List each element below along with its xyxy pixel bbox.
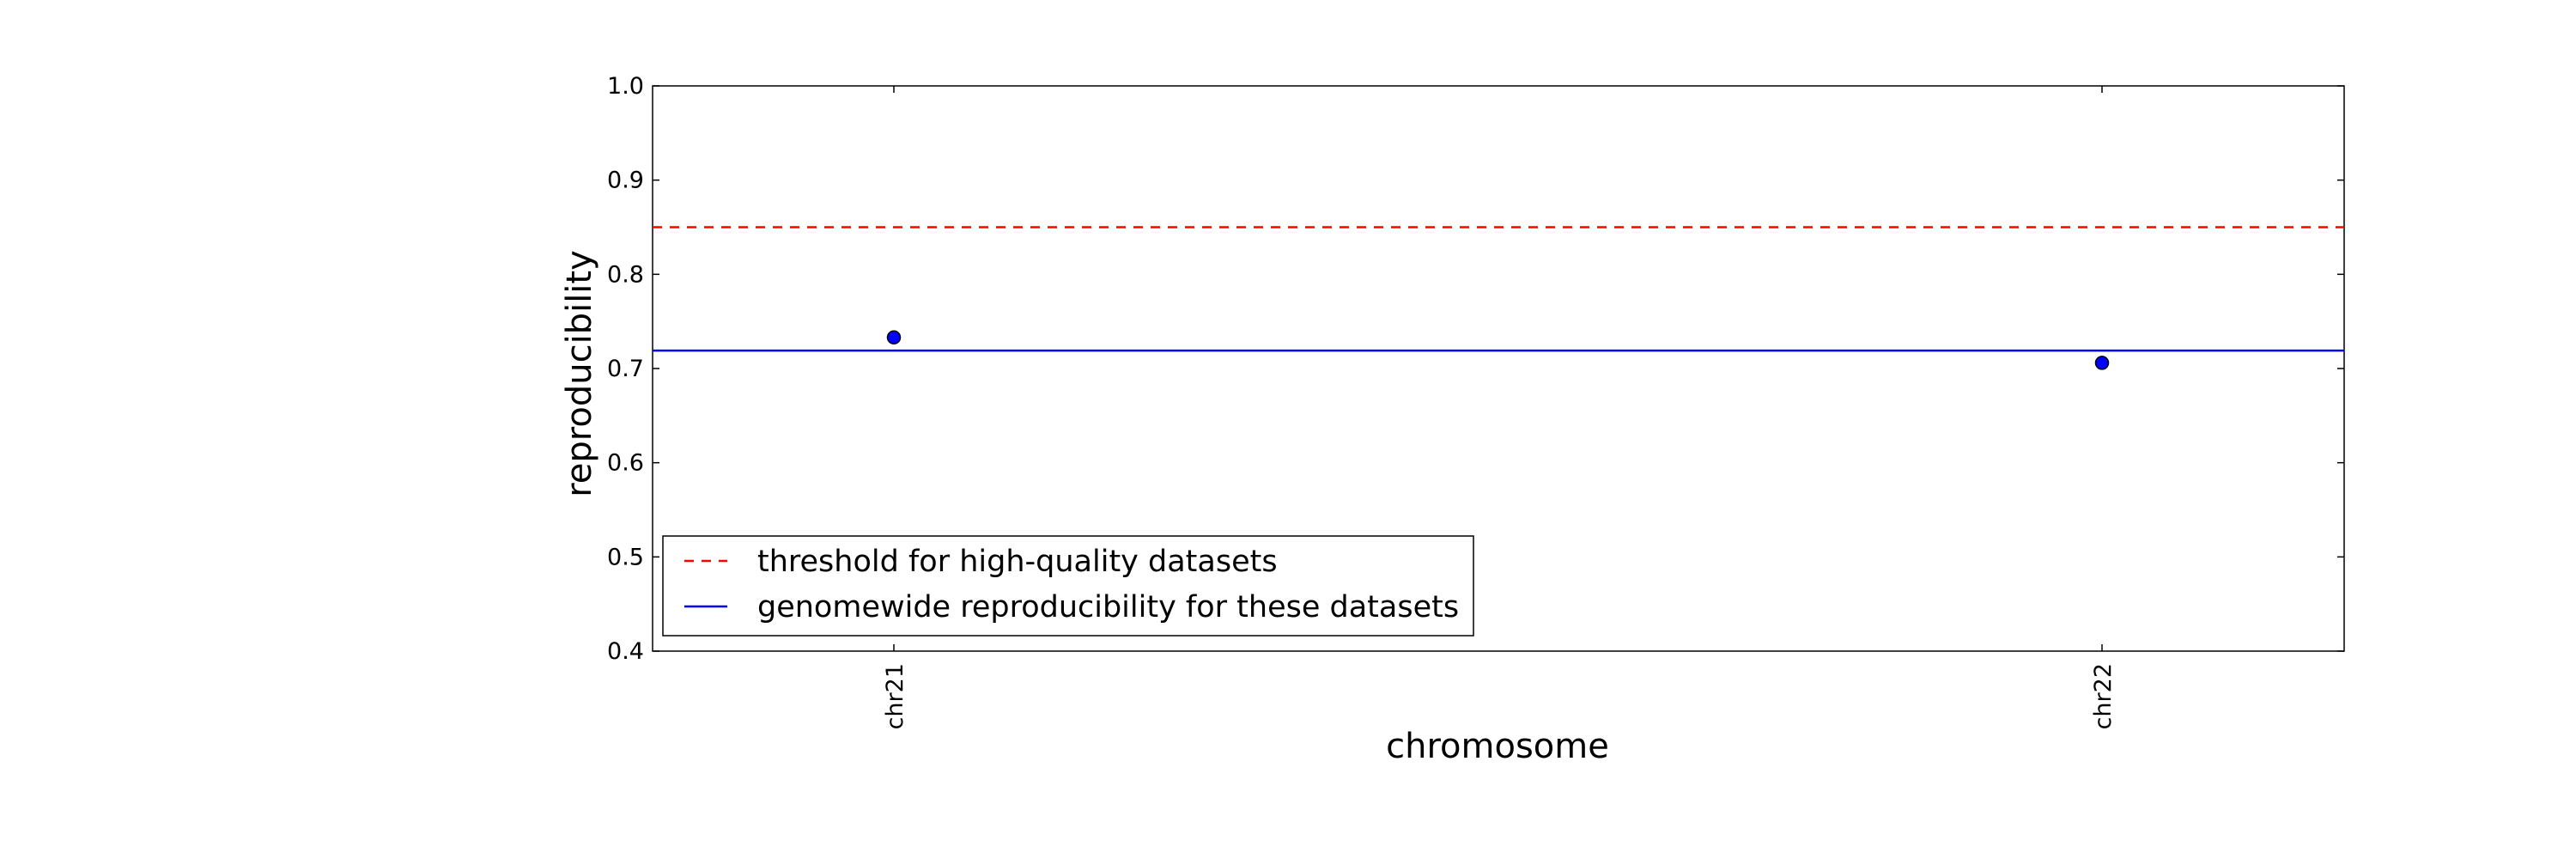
legend-label: genomewide reproducibility for these dat… [757,590,1459,624]
x-tick-label: chr21 [882,663,908,729]
legend-box [662,535,1474,637]
legend: threshold for high-quality datasets genom… [662,535,1474,637]
y-tick-label: 0.9 [607,168,644,194]
y-tick-label: 0.6 [607,450,644,477]
y-tick-label: 1.0 [607,73,644,100]
data-point-chr21 [886,330,902,345]
x-tick-label: chr22 [2090,663,2117,729]
x-axis: chr21 chr22 [882,86,2117,729]
y-axis-title: reproducibility [560,250,599,497]
data-point-chr22 [2094,356,2110,370]
y-tick-label: 0.5 [607,544,644,570]
x-axis-title: chromosome [1386,727,1609,766]
legend-label: threshold for high-quality datasets [757,545,1278,579]
y-tick-label: 0.8 [607,261,644,288]
y-tick-label: 0.4 [607,638,644,665]
y-tick-label: 0.7 [607,356,644,382]
y-axis: 0.4 0.5 0.6 0.7 0.8 0.9 1.0 [607,73,2344,665]
